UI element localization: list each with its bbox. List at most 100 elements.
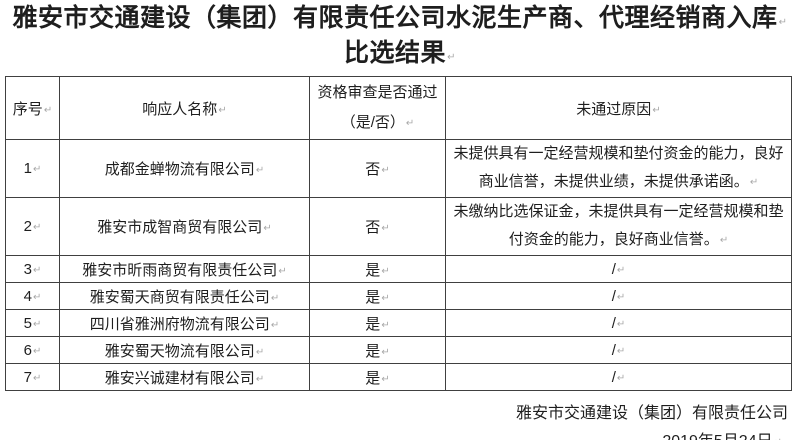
table-row: 5↵ 四川省雅洲府物流有限公司↵ 是↵ /↵ — [5, 309, 792, 337]
paragraph-mark-icon: ↵ — [616, 291, 626, 303]
paragraph-mark-icon: ↵ — [218, 104, 227, 116]
cell-index: 4↵ — [5, 282, 60, 310]
footer-date: 2019年5月24日 — [662, 433, 772, 440]
paragraph-mark-icon: ↵ — [32, 164, 42, 175]
header-name-label: 响应人名称 — [142, 100, 218, 118]
reason-text: / — [611, 260, 616, 278]
paragraph-mark-icon: ↵ — [616, 372, 626, 384]
paragraph-mark-icon: ↵ — [263, 223, 272, 234]
cell-qualified: 否↵ — [309, 139, 446, 198]
cell-index: 6↵ — [5, 336, 60, 364]
cell-respondent-name: 雅安市昕雨商贸有限责任公司↵ — [59, 255, 310, 283]
table-row: 7↵ 雅安兴诚建材有限公司↵ 是↵ /↵ — [5, 363, 792, 391]
table-header-row: 序号↵ 响应人名称↵ 资格审查是否通过 （是/否）↵ 未通过原因↵ — [5, 76, 792, 140]
cell-reason: /↵ — [445, 336, 792, 364]
paragraph-mark-icon: ↵ — [381, 346, 390, 358]
document-title-line1: 雅安市交通建设（集团）有限责任公司水泥生产商、代理经销商入库↵ — [0, 3, 800, 38]
cell-respondent-name: 雅安蜀天物流有限公司↵ — [59, 336, 310, 364]
paragraph-mark-icon: ↵ — [32, 318, 42, 330]
index-value: 2 — [23, 218, 32, 235]
cell-respondent-name: 四川省雅洲府物流有限公司↵ — [59, 309, 310, 337]
cell-respondent-name: 成都金蝉物流有限公司↵ — [59, 139, 310, 198]
result-table: 序号↵ 响应人名称↵ 资格审查是否通过 （是/否）↵ 未通过原因↵ 1↵ 成都金… — [5, 76, 792, 391]
paragraph-mark-icon: ↵ — [270, 319, 280, 331]
paragraph-mark-icon: ↵ — [652, 104, 661, 116]
respondent-name: 雅安市昕雨商贸有限责任公司 — [82, 261, 278, 279]
index-value: 6 — [23, 341, 32, 359]
cell-index: 1↵ — [5, 139, 60, 198]
qualified-value: 是 — [365, 369, 381, 387]
respondent-name: 雅安市成智商贸有限公司 — [97, 219, 263, 236]
cell-reason: /↵ — [445, 363, 792, 391]
table-row: 4↵ 雅安蜀天商贸有限责任公司↵ 是↵ /↵ — [5, 282, 792, 310]
title-text-line2: 比选结果 — [344, 39, 447, 67]
cell-qualified: 是↵ — [309, 255, 446, 283]
table-row: 2↵ 雅安市成智商贸有限公司↵ 否↵ 未缴纳比选保证金，未提供具有一定经营规模和… — [5, 197, 792, 256]
paragraph-mark-icon: ↵ — [749, 177, 759, 188]
paragraph-mark-icon: ↵ — [719, 235, 729, 246]
respondent-name: 雅安蜀天商贸有限责任公司 — [89, 288, 270, 306]
paragraph-mark-icon: ↵ — [778, 17, 788, 28]
reason-text: / — [611, 341, 616, 359]
reason-text: 未提供具有一定经营规模和垫付资金的能力，良好商业信誉，未提供业绩，未提供承诺函。 — [453, 145, 784, 190]
respondent-name: 四川省雅洲府物流有限公司 — [89, 315, 270, 333]
paragraph-mark-icon: ↵ — [616, 318, 626, 330]
paragraph-mark-icon: ↵ — [270, 292, 280, 304]
header-cell-reason: 未通过原因↵ — [445, 76, 792, 140]
footer-company-line: 雅安市交通建设（集团）有限责任公司 — [0, 400, 788, 428]
paragraph-mark-icon: ↵ — [32, 372, 42, 384]
paragraph-mark-icon: ↵ — [32, 345, 42, 357]
header-cell-qualified: 资格审查是否通过 （是/否）↵ — [309, 76, 446, 140]
paragraph-mark-icon: ↵ — [381, 265, 390, 277]
paragraph-mark-icon: ↵ — [381, 223, 390, 234]
paragraph-mark-icon: ↵ — [381, 165, 390, 176]
cell-qualified: 是↵ — [309, 336, 446, 364]
paragraph-mark-icon: ↵ — [381, 319, 390, 331]
qualified-value: 是 — [365, 315, 381, 333]
footer-date-line: 2019年5月24日↵ — [0, 428, 788, 440]
document-title: 雅安市交通建设（集团）有限责任公司水泥生产商、代理经销商入库↵ 比选结果↵ — [0, 0, 800, 73]
document-footer: 雅安市交通建设（集团）有限责任公司 2019年5月24日↵ — [0, 400, 800, 440]
document-title-line2: 比选结果↵ — [0, 38, 800, 73]
paragraph-mark-icon: ↵ — [43, 104, 53, 116]
cell-respondent-name: 雅安蜀天商贸有限责任公司↵ — [59, 282, 310, 310]
reason-text: 未缴纳比选保证金，未提供具有一定经营规模和垫付资金的能力，良好商业信誉。 — [453, 203, 784, 248]
cell-qualified: 是↵ — [309, 282, 446, 310]
cell-reason: /↵ — [445, 309, 792, 337]
cell-respondent-name: 雅安市成智商贸有限公司↵ — [59, 197, 310, 256]
table-row: 3↵ 雅安市昕雨商贸有限责任公司↵ 是↵ /↵ — [5, 255, 792, 283]
paragraph-mark-icon: ↵ — [278, 265, 287, 277]
header-cell-index: 序号↵ — [5, 76, 60, 140]
cell-reason: /↵ — [445, 255, 792, 283]
table-row: 1↵ 成都金蝉物流有限公司↵ 否↵ 未提供具有一定经营规模和垫付资金的能力，良好… — [5, 139, 792, 198]
index-value: 1 — [23, 160, 32, 177]
paragraph-mark-icon: ↵ — [381, 292, 390, 304]
respondent-name: 成都金蝉物流有限公司 — [104, 161, 255, 178]
paragraph-mark-icon: ↵ — [32, 222, 42, 233]
paragraph-mark-icon: ↵ — [32, 264, 42, 276]
cell-reason: 未提供具有一定经营规模和垫付资金的能力，良好商业信誉，未提供业绩，未提供承诺函。… — [445, 139, 792, 198]
table-row: 6↵ 雅安蜀天物流有限公司↵ 是↵ /↵ — [5, 336, 792, 364]
cell-respondent-name: 雅安兴诚建材有限公司↵ — [59, 363, 310, 391]
qualified-value: 是 — [365, 288, 381, 306]
cell-qualified: 是↵ — [309, 363, 446, 391]
paragraph-mark-icon: ↵ — [616, 264, 626, 276]
footer-company-name: 雅安市交通建设（集团）有限责任公司 — [515, 405, 788, 422]
header-qualified-line1: 资格审查是否通过 — [317, 83, 438, 101]
reason-text: / — [611, 368, 616, 386]
qualified-value: 否 — [365, 219, 381, 236]
paragraph-mark-icon: ↵ — [32, 291, 42, 303]
index-value: 5 — [23, 314, 32, 332]
paragraph-mark-icon: ↵ — [774, 437, 782, 440]
paragraph-mark-icon: ↵ — [381, 373, 390, 385]
header-qualified-line2: （是/否）↵ — [314, 108, 441, 139]
paragraph-mark-icon: ↵ — [255, 346, 265, 358]
respondent-name: 雅安蜀天物流有限公司 — [104, 342, 255, 360]
qualified-value: 是 — [365, 342, 381, 360]
index-value: 4 — [23, 287, 32, 305]
title-text-line1: 雅安市交通建设（集团）有限责任公司水泥生产商、代理经销商入库 — [12, 4, 778, 32]
index-value: 7 — [23, 368, 32, 386]
cell-qualified: 否↵ — [309, 197, 446, 256]
header-cell-name: 响应人名称↵ — [59, 76, 310, 140]
